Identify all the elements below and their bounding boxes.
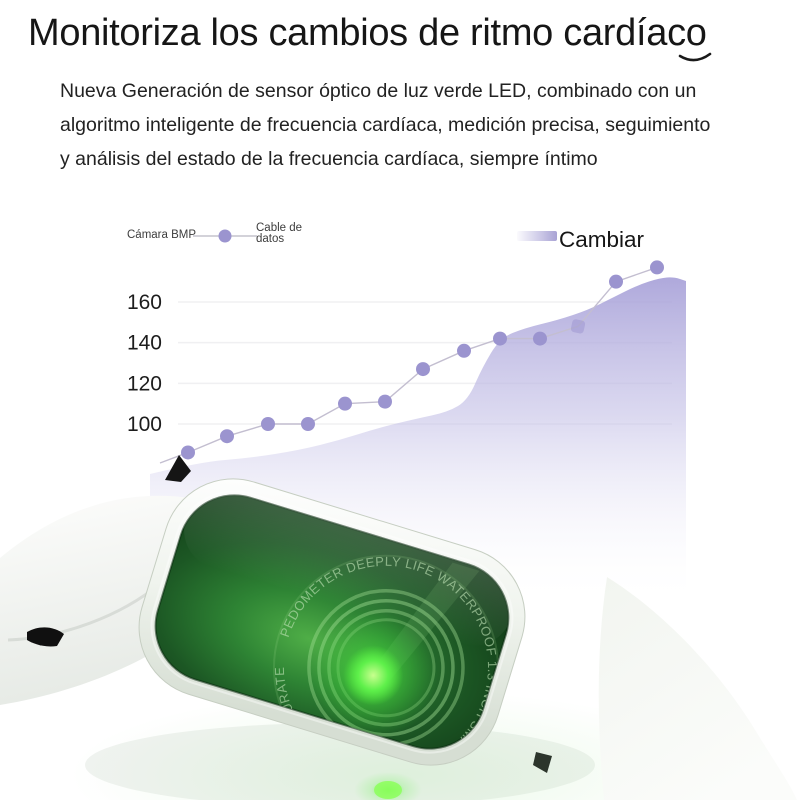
sensor-glow [309,611,438,740]
led-floor-glow-core [374,781,402,799]
y-tick-label: 100 [127,413,162,436]
engraved-text: PEDOMETER DEEPLY LIFE WATERPROOF 1.3 INC… [244,525,529,800]
data-point [493,331,507,346]
page-title: Monitoriza los cambios de ritmo cardíaco [28,12,707,54]
band-gap-shadow-right [533,752,552,773]
y-tick-label: 160 [127,291,162,314]
legend-camera-label: Cámara BMP [127,229,197,241]
y-tick-label: 140 [127,332,162,355]
data-point [609,274,623,289]
watch-band-left [0,495,209,705]
description-line: y análisis del estado de la frecuencia c… [60,148,598,170]
case-inner-rim [150,490,514,754]
legend-cable-label: Cable de datos [256,222,303,245]
watch-shadow [85,723,595,800]
light-beam [369,562,480,680]
green-ambient-glow [70,690,730,800]
legend-cable-line1: Cable de [256,222,303,234]
watch-band-right [598,577,797,800]
watch-glass [154,494,510,750]
data-point [338,396,352,411]
legend-cable-line2: datos [256,233,285,245]
sensor-ring [327,609,445,727]
watch-body: PEDOMETER DEEPLY LIFE WATERPROOF 1.3 INC… [138,478,529,800]
legend-change-swatch [517,231,557,241]
watch-case [138,478,526,766]
data-point [181,445,195,460]
data-point-faint [570,319,586,334]
legend-connector-dot [193,229,257,243]
data-point [378,394,392,409]
data-point [533,331,547,346]
description-line: algoritmo inteligente de frecuencia card… [60,114,711,136]
glass-sheen [184,491,513,646]
chart-line [159,266,658,464]
data-point [261,417,275,431]
sensor-ring-outer-faint [272,554,499,763]
chart-area-fill [150,277,686,600]
sensor-ring [317,599,455,737]
sensor-area: PEDOMETER DEEPLY LIFE WATERPROOF 1.3 INC… [184,491,529,800]
legend-change-label: Cambiar [559,227,645,252]
band-left-crease [7,580,163,642]
title-flourish-mark [678,52,712,62]
sensor-ring [336,618,436,718]
data-point [220,429,234,444]
data-point [650,260,664,275]
sensor-ring [307,589,465,747]
led-floor-glow [354,772,422,800]
band-gap-shadow-left [27,627,64,647]
sensor-led-core [343,645,404,706]
side-button [165,455,191,482]
y-tick-label: 120 [127,372,162,395]
data-point [416,362,430,377]
data-point [301,417,315,431]
description-line: Nueva Generación de sensor óptico de luz… [60,80,697,102]
product-description: Nueva Generación de sensor óptico de luz… [60,74,710,176]
data-point [457,343,471,358]
